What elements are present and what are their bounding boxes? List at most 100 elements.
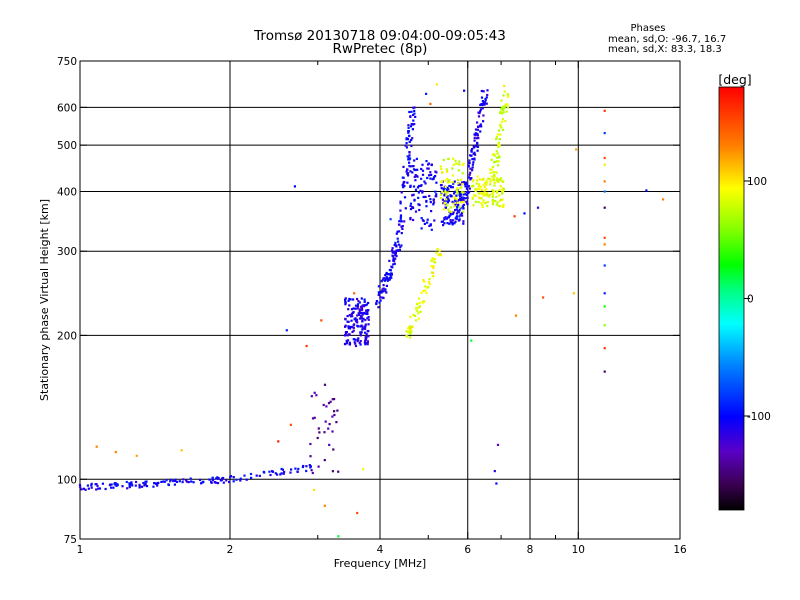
data-point xyxy=(452,182,455,185)
data-point xyxy=(128,486,131,489)
x-tick-label: 1 xyxy=(77,544,84,556)
data-point xyxy=(414,115,417,118)
data-point xyxy=(358,313,361,316)
data-point xyxy=(313,391,316,394)
data-point xyxy=(78,483,82,487)
data-point xyxy=(454,209,457,212)
data-point xyxy=(505,103,508,106)
data-point xyxy=(480,202,483,205)
data-point xyxy=(309,465,312,468)
data-point xyxy=(479,185,482,188)
data-point xyxy=(348,327,352,330)
data-point xyxy=(489,180,492,183)
data-point xyxy=(351,330,354,334)
data-point xyxy=(365,303,368,306)
data-point xyxy=(473,193,476,196)
data-point xyxy=(359,333,362,336)
data-point xyxy=(448,214,451,217)
data-point xyxy=(502,205,505,208)
data-point xyxy=(498,156,501,159)
data-point xyxy=(391,249,394,252)
data-point xyxy=(315,394,318,397)
data-point xyxy=(468,159,471,162)
data-point xyxy=(145,480,148,483)
data-point xyxy=(412,113,415,117)
data-point xyxy=(452,157,455,160)
data-point xyxy=(356,303,360,306)
data-point xyxy=(250,476,253,479)
data-point xyxy=(476,175,479,178)
data-point xyxy=(349,315,353,318)
data-point xyxy=(466,186,469,189)
x-tick-label: 10 xyxy=(572,544,585,556)
data-point xyxy=(239,479,242,482)
data-point xyxy=(420,291,423,294)
data-point xyxy=(409,202,413,205)
data-point xyxy=(497,160,500,163)
data-point xyxy=(448,222,451,225)
data-point xyxy=(440,193,443,196)
data-point xyxy=(116,483,119,486)
data-point xyxy=(501,187,504,190)
data-point xyxy=(406,168,409,171)
data-point xyxy=(461,172,464,175)
data-point xyxy=(182,478,185,481)
data-point xyxy=(349,298,352,301)
data-point xyxy=(87,487,90,490)
data-point xyxy=(496,191,499,194)
stats-heading: Phases xyxy=(630,23,665,34)
data-point xyxy=(494,160,498,163)
data-point xyxy=(467,190,470,193)
data-point xyxy=(472,146,475,149)
data-point xyxy=(421,191,424,194)
data-point xyxy=(444,216,447,219)
data-point xyxy=(440,192,443,195)
data-point xyxy=(325,405,328,408)
data-point xyxy=(499,185,502,188)
data-point xyxy=(380,280,383,283)
data-point xyxy=(501,198,504,201)
data-point xyxy=(491,153,494,156)
data-point xyxy=(455,189,459,192)
data-point xyxy=(296,470,299,473)
data-point xyxy=(400,220,403,223)
data-point xyxy=(500,198,503,201)
data-point xyxy=(474,153,477,156)
data-point xyxy=(456,206,459,209)
data-point xyxy=(359,312,362,315)
data-point xyxy=(481,103,484,107)
data-point xyxy=(144,483,147,486)
data-point xyxy=(458,195,462,198)
data-point xyxy=(473,151,476,154)
data-point xyxy=(491,198,494,202)
data-point xyxy=(354,342,357,345)
data-point xyxy=(503,107,506,110)
data-point xyxy=(523,212,526,215)
data-point xyxy=(313,416,316,419)
data-point xyxy=(445,217,448,220)
data-point xyxy=(435,83,438,86)
data-point xyxy=(221,477,224,480)
data-point xyxy=(294,467,297,470)
data-point xyxy=(366,340,369,343)
data-point xyxy=(364,323,367,326)
data-point xyxy=(417,306,420,309)
data-point xyxy=(495,138,498,141)
data-point xyxy=(461,182,464,186)
data-point xyxy=(356,511,359,515)
data-point xyxy=(485,179,488,182)
data-point xyxy=(469,167,472,170)
data-point xyxy=(163,480,166,483)
data-point xyxy=(379,296,382,299)
data-point xyxy=(465,200,468,204)
data-point xyxy=(348,297,351,301)
data-point xyxy=(280,467,283,471)
data-point xyxy=(352,338,355,341)
data-point xyxy=(86,484,89,487)
data-point xyxy=(424,195,427,198)
data-point xyxy=(475,145,478,148)
data-point xyxy=(464,181,467,184)
data-point xyxy=(366,317,369,320)
data-point xyxy=(364,318,367,322)
data-point xyxy=(497,178,500,182)
